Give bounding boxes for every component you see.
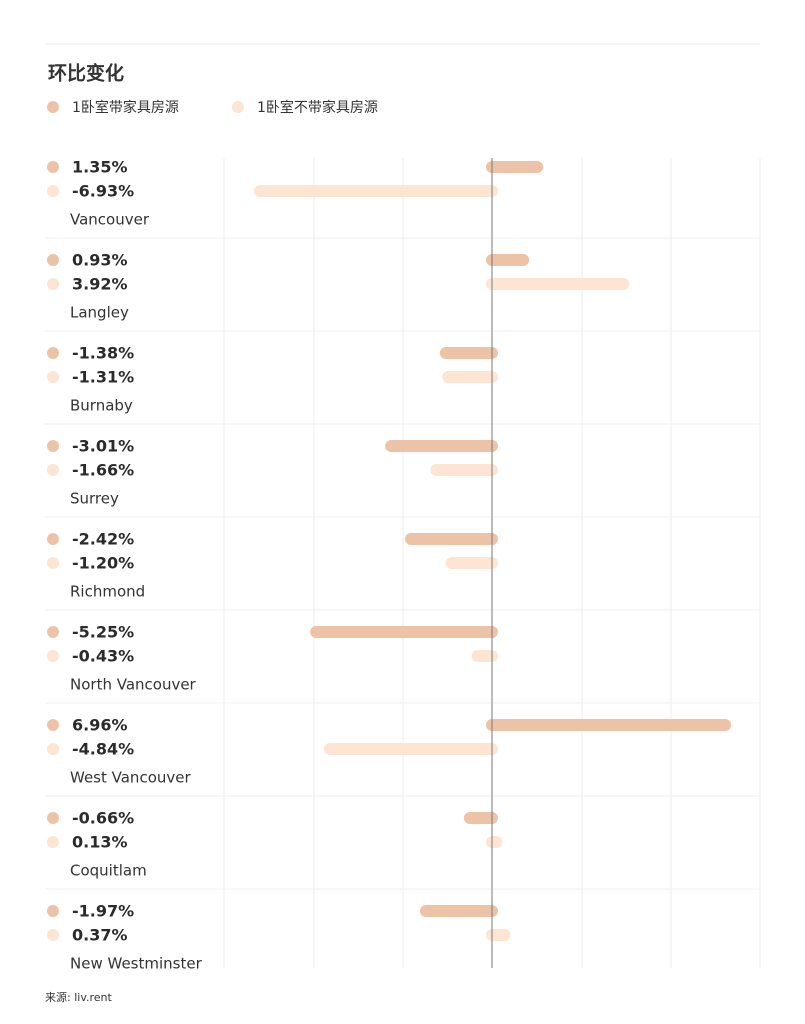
value-label: 0.93% [72, 251, 128, 270]
value-dot [47, 905, 59, 917]
value-label: 0.13% [72, 833, 128, 852]
value-dot [47, 185, 59, 197]
value-label: -5.25% [72, 623, 134, 642]
value-dot [47, 743, 59, 755]
value-label: -0.66% [72, 809, 134, 828]
category-label: Vancouver [70, 211, 150, 229]
value-label: -6.93% [72, 182, 134, 201]
value-dot [47, 557, 59, 569]
category-label: Burnaby [70, 397, 133, 415]
value-label: -4.84% [72, 740, 134, 759]
value-dot [47, 719, 59, 731]
category-label: Surrey [70, 490, 119, 508]
category-label: West Vancouver [70, 769, 191, 787]
value-dot [47, 440, 59, 452]
value-label: -2.42% [72, 530, 134, 549]
value-dot [47, 371, 59, 383]
value-dot [47, 836, 59, 848]
category-label: Richmond [70, 583, 145, 601]
value-dot [47, 533, 59, 545]
legend-swatch [47, 101, 59, 113]
value-dot [47, 347, 59, 359]
value-dot [47, 464, 59, 476]
legend-label: 1卧室不带家具房源 [257, 99, 378, 116]
category-label: New Westminster [70, 955, 203, 973]
value-dot [47, 161, 59, 173]
value-label: -1.31% [72, 368, 134, 387]
category-label: Langley [70, 304, 129, 322]
value-label: -0.43% [72, 647, 134, 666]
value-dot [47, 929, 59, 941]
value-label: 0.37% [72, 926, 128, 945]
value-dot [47, 254, 59, 266]
value-label: -1.66% [72, 461, 134, 480]
value-label: -1.97% [72, 902, 134, 921]
value-label: -1.38% [72, 344, 134, 363]
legend-swatch [232, 101, 244, 113]
value-dot [47, 650, 59, 662]
category-label: Coquitlam [70, 862, 147, 880]
value-label: 3.92% [72, 275, 128, 294]
category-label: North Vancouver [70, 676, 197, 694]
grid [223, 158, 761, 968]
value-dot [47, 278, 59, 290]
value-dot [47, 812, 59, 824]
value-label: -1.20% [72, 554, 134, 573]
value-dot [47, 626, 59, 638]
value-label: -3.01% [72, 437, 134, 456]
value-label: 1.35% [72, 158, 128, 177]
legend-label: 1卧室带家具房源 [72, 99, 179, 116]
chart-title: 环比变化 [48, 62, 124, 85]
source: 来源: liv.rent [45, 990, 112, 1004]
value-label: 6.96% [72, 716, 128, 735]
